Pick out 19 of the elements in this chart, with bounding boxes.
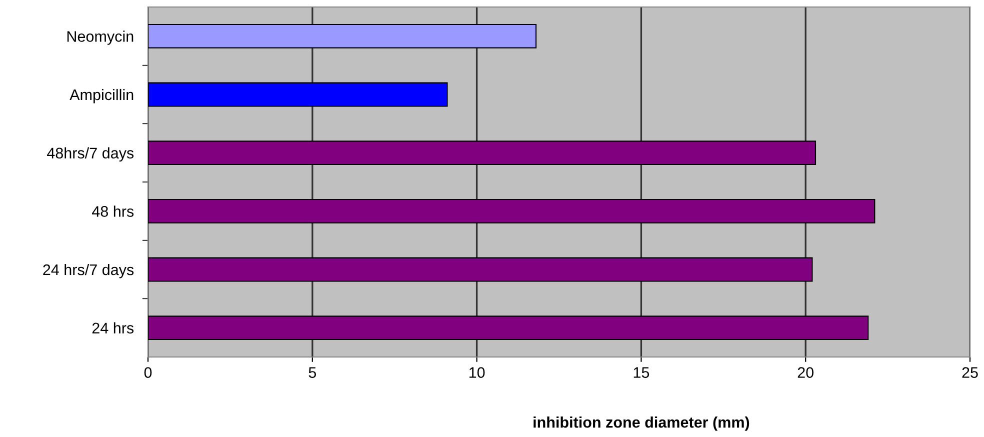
x-tick-label: 0 [144, 367, 152, 378]
x-tick-label: 10 [469, 367, 485, 378]
x-axis-title: inhibition zone diameter (mm) [534, 416, 750, 431]
y-tick-label: 24 hrs [92, 322, 134, 334]
y-tick-label: Neomycin [67, 30, 134, 45]
x-tick-label: 5 [308, 367, 316, 378]
x-tick-label: 20 [798, 367, 814, 378]
y-tick-label: 24 hrs/7 days [43, 264, 134, 278]
x-tick-label: 15 [634, 367, 650, 378]
bar [148, 257, 813, 282]
bar [148, 24, 537, 48]
y-tick-label: Ampicillin [70, 88, 134, 104]
y-tick-label: 48 hrs [92, 206, 134, 217]
bar [148, 316, 869, 340]
bar [148, 82, 448, 107]
bar [148, 198, 876, 224]
x-tick-label: 25 [962, 367, 978, 378]
bar [148, 140, 816, 166]
y-tick-label: 48hrs/7 days [46, 147, 134, 162]
